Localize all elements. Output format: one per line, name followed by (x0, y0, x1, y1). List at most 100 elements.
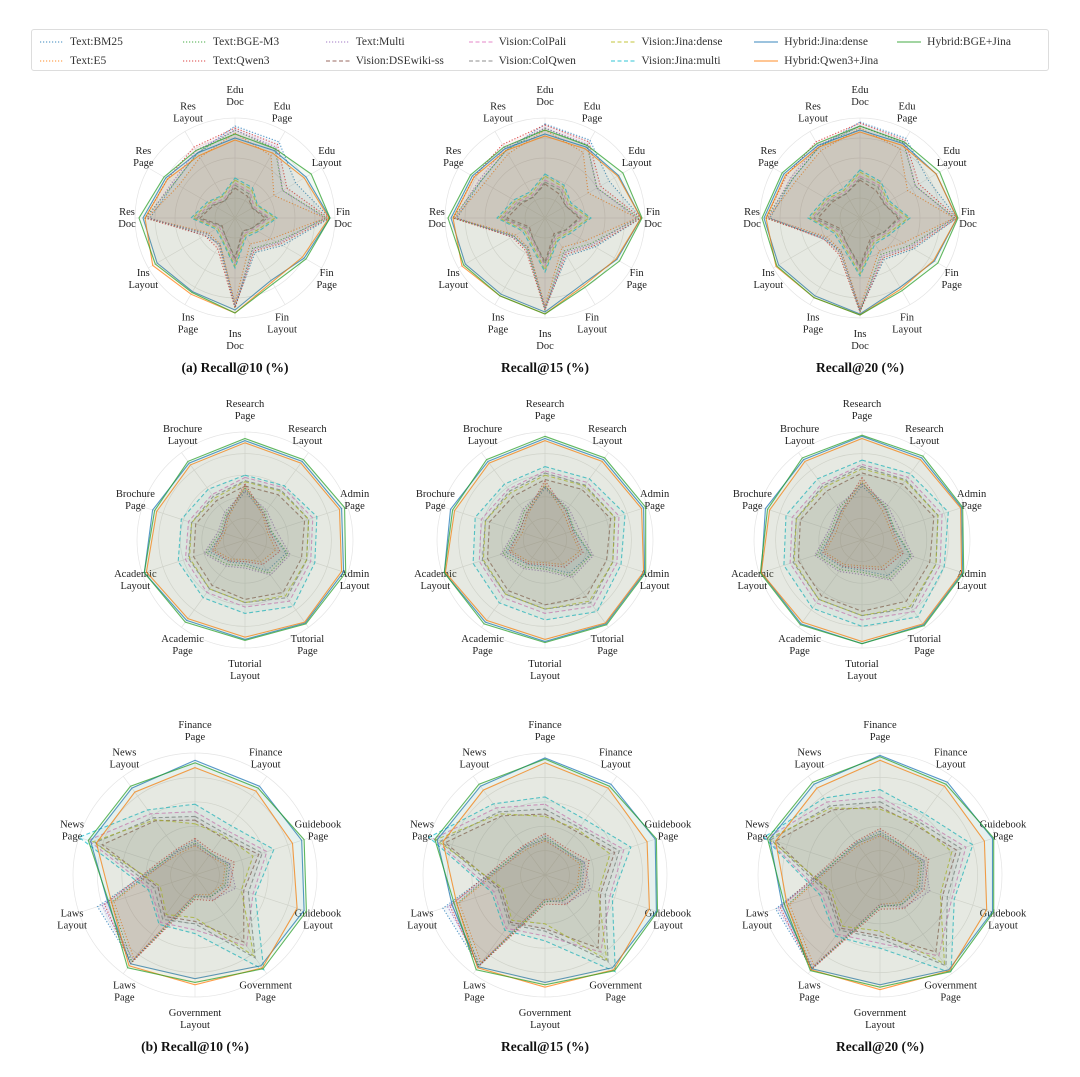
series-polygon-vision-jina-multi (496, 173, 592, 274)
axis-spoke (428, 874, 546, 914)
series-polygon-hybrid-jina-dense (143, 440, 345, 640)
axis-spoke (494, 217, 546, 305)
series-polygon-text-multi (446, 838, 591, 965)
axis-label: Academic Layout (731, 569, 774, 592)
caption-b-recall20: Recall@20 (%) (836, 1039, 924, 1054)
series-polygon-hybrid-qwen3-jina (775, 759, 988, 991)
series-polygon-hybrid-bge-jina (143, 437, 347, 641)
series-polygon-vision-colqwen (187, 480, 310, 604)
radar-chart-5: Research Page Research Layout Admin Page Admin… (414, 399, 670, 682)
series-polygon-hybrid-bge-jina (138, 133, 331, 314)
axis-label: Brochure Layout (780, 424, 819, 447)
axis-spoke (879, 874, 952, 974)
series-polygon-text-qwen3 (103, 837, 236, 965)
series-polygon-vision-colpali (87, 811, 268, 947)
caption-a-recall15: Recall@15 (%) (501, 360, 589, 375)
axis-label: Ins Page (178, 313, 199, 336)
legend-label: Vision:DSEwiki-ss (355, 54, 444, 67)
series-polygon-vision-jina-dense (482, 474, 616, 610)
axis-spoke (809, 217, 861, 305)
series-polygon-vision-colpali (478, 470, 620, 614)
axis-label: Brochure Layout (163, 424, 202, 447)
legend-label: Text:E5 (70, 54, 107, 67)
series-polygon-vision-colpali (184, 476, 314, 608)
caption-a-recall10: (a) Recall@10 (%) (181, 360, 289, 375)
axis-label: Guidebook Layout (980, 908, 1027, 931)
series-polygon-text-multi (767, 125, 955, 312)
series-polygon-vision-dsewiki-ss (193, 485, 306, 600)
axis-spoke (184, 131, 236, 219)
axis-spoke (763, 836, 881, 876)
series-polygon-text-bge-m3 (205, 487, 289, 574)
series-polygon-text-qwen3 (779, 827, 930, 971)
axis-spoke (859, 131, 911, 219)
series-polygon-vision-dsewiki-ss (486, 478, 612, 606)
axis-spoke (809, 131, 861, 219)
legend-item: Text:Qwen3 (182, 51, 326, 70)
axis-label: Finance Layout (599, 748, 633, 771)
axis-label: Laws Layout (57, 908, 87, 931)
axis-label: Brochure Page (116, 489, 155, 512)
series-polygon-text-qwen3 (765, 122, 958, 314)
radar-chart-8: Finance Page Finance Layout Guidebook Page Gui… (407, 720, 692, 1031)
axis-label: Tutorial Layout (845, 659, 879, 682)
series-polygon-vision-colqwen (792, 466, 939, 617)
legend-label: Text:Qwen3 (212, 54, 270, 67)
axis-label: Edu Doc (536, 85, 554, 108)
axis-spoke (759, 539, 863, 574)
axis-spoke (859, 167, 947, 219)
legend-label: Text:BGE-M3 (212, 35, 280, 48)
series-polygon-text-e5 (113, 845, 226, 960)
series-polygon-text-qwen3 (508, 479, 584, 568)
legend-label: Vision:ColPali (498, 35, 567, 48)
axis-label: Guidebook Page (295, 820, 342, 843)
legend-item: Text:E5 (40, 51, 183, 70)
axis-label: Guidebook Layout (295, 908, 342, 931)
legend-line-swatch (40, 59, 64, 62)
series-polygon-text-bm25 (208, 490, 287, 572)
axis-label: Admin Layout (640, 569, 670, 592)
axis-label: Admin Page (957, 489, 987, 512)
legend-item: Text:BGE-M3 (182, 32, 326, 51)
axis-label: News Page (60, 820, 84, 843)
axis-label: Government Page (239, 980, 292, 1003)
series-polygon-vision-colqwen (195, 184, 270, 262)
axis-label: Government Layout (519, 1008, 572, 1031)
axis-label: Tutorial Page (908, 634, 942, 657)
series-polygon-hybrid-bge-jina (766, 756, 995, 988)
axis-spoke (458, 167, 546, 219)
axis-spoke (184, 217, 236, 305)
legend-item: Vision:Jina:dense (611, 32, 754, 51)
series-polygon-vision-jina-multi (428, 796, 632, 973)
series-polygon-text-bm25 (442, 835, 585, 967)
axis-spoke (234, 131, 286, 219)
series-polygon-vision-jina-dense (91, 819, 255, 958)
series-polygon-text-bge-m3 (816, 482, 912, 580)
series-polygon-hybrid-bge-jina (434, 758, 659, 986)
legend-line-swatch (325, 59, 350, 62)
series-polygon-text-e5 (788, 835, 920, 967)
series-polygon-vision-colqwen (439, 808, 620, 963)
series-polygon-text-qwen3 (211, 482, 281, 566)
legend-item: Text:BM25 (40, 32, 183, 51)
radar-chart-4: Research Page Research Layout Admin Page Admin… (114, 399, 370, 682)
legend-item: Vision:ColPali (468, 32, 612, 51)
axis-label: News Layout (794, 748, 824, 771)
axis-label: Academic Page (778, 634, 821, 657)
series-polygon-text-multi (146, 129, 327, 308)
axis-label: Fin Doc (334, 207, 352, 230)
axis-label: Res Doc (743, 207, 761, 230)
axis-label: Fin Page (626, 268, 647, 291)
series-polygon-hybrid-qwen3-jina (145, 442, 343, 638)
axis-label: Tutorial Page (291, 634, 325, 657)
series-polygon-vision-jina-multi (77, 803, 275, 971)
radar-chart-6: Research Page Research Layout Admin Page Admin… (731, 399, 987, 682)
series-polygon-vision-colpali (765, 796, 967, 957)
axis-label: Government Page (924, 980, 977, 1003)
axis-spoke (148, 167, 236, 219)
series-polygon-vision-jina-multi (783, 459, 949, 627)
axis-label: Ins Layout (128, 268, 158, 291)
axis-spoke (544, 836, 662, 876)
axis-spoke (142, 506, 246, 541)
axis-spoke (859, 217, 911, 305)
